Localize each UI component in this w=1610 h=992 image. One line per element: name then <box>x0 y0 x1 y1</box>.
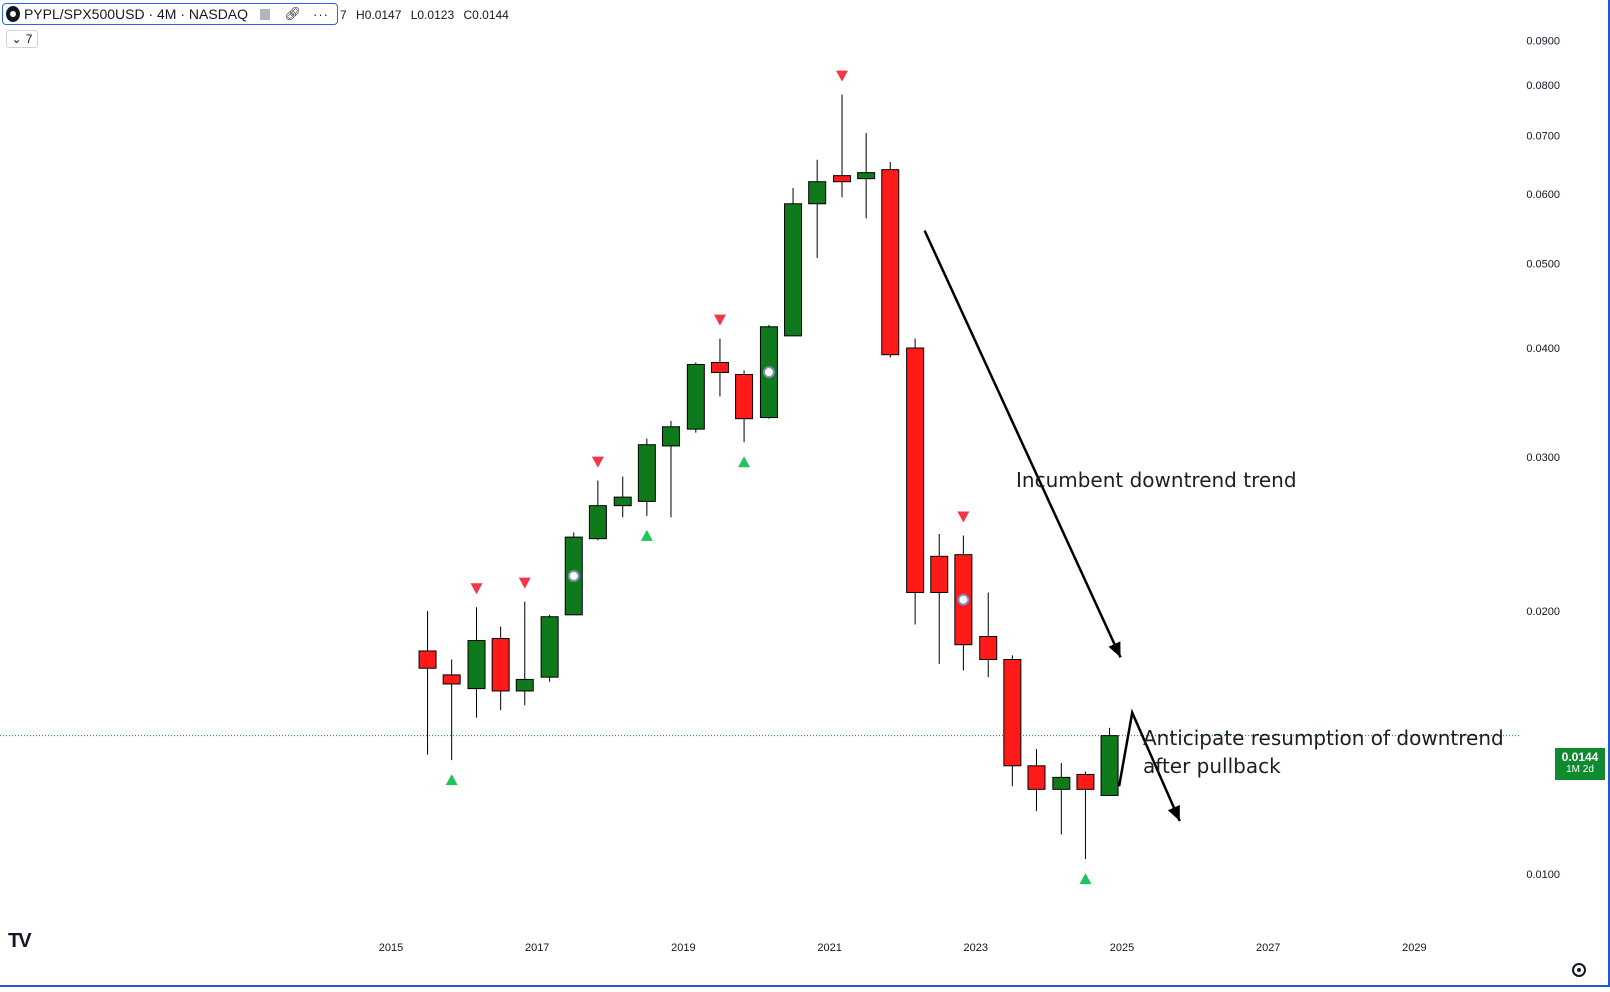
candle-body-down <box>979 636 998 661</box>
x-tick-label: 2027 <box>1256 942 1280 954</box>
last-price-value: 0.0144 <box>1561 750 1599 764</box>
fractal-up-marker <box>1079 873 1092 885</box>
ohlc-high: H0.0147 <box>356 8 402 22</box>
link-icon[interactable]: 🔗︎ <box>284 6 301 21</box>
fractal-down-marker <box>518 577 531 589</box>
candle-body-up <box>784 203 803 337</box>
candle-body-up <box>588 505 607 540</box>
candle-body-up <box>661 426 680 447</box>
x-tick-label: 2023 <box>964 942 988 954</box>
candle-body-up <box>686 363 705 430</box>
downtrend-arrow-line <box>923 230 1122 658</box>
x-tick-label: 2025 <box>1110 942 1134 954</box>
candle-body-down <box>418 650 437 669</box>
candle-body-up <box>467 640 486 690</box>
flag-icon[interactable] <box>260 8 271 20</box>
y-tick-label: 0.0100 <box>1526 869 1560 881</box>
x-tick-label: 2029 <box>1402 942 1426 954</box>
candle-body-up <box>808 181 827 205</box>
y-tick-label: 0.0900 <box>1526 35 1560 47</box>
x-tick-label: 2017 <box>525 942 549 954</box>
candle-body-up <box>857 172 876 180</box>
candle-body-up <box>1100 735 1119 796</box>
fractal-up-marker <box>445 774 458 786</box>
ohlc-low: L0.0123 <box>410 8 455 22</box>
candle-body-down <box>833 175 852 183</box>
ohlc-close: C0.0144 <box>463 8 509 22</box>
symbol-selector[interactable]: PYPL/SPX500USD · 4M · NASDAQ 🔗︎ ··· <box>2 3 338 25</box>
candle-body-down <box>491 638 510 692</box>
projection-path <box>1117 708 1181 822</box>
projection-arrow-head <box>1167 804 1180 821</box>
fractal-down-marker <box>470 583 483 595</box>
last-price-tag: 0.0144 1M 2d <box>1555 748 1605 780</box>
y-tick-label: 0.0200 <box>1526 606 1560 618</box>
y-tick-label: 0.0800 <box>1526 80 1560 92</box>
x-tick-label: 2021 <box>817 942 841 954</box>
settings-icon[interactable] <box>1572 963 1586 977</box>
candle-body-down <box>442 674 461 685</box>
candle-body-up <box>637 444 656 502</box>
more-icon[interactable]: ··· <box>313 6 329 22</box>
x-tick-label: 2019 <box>671 942 695 954</box>
fractal-up-marker <box>640 529 653 541</box>
candle-body-down <box>1076 773 1095 790</box>
symbol-title: PYPL/SPX500USD · 4M · NASDAQ <box>23 6 249 22</box>
ohlc-open: 7 <box>340 8 347 22</box>
tradingview-logo[interactable]: TV <box>8 930 32 952</box>
bar-countdown: 1M 2d <box>1566 764 1594 775</box>
fractal-down-marker <box>957 511 970 523</box>
downtrend-arrow-head <box>1108 641 1121 658</box>
x-tick-label: 2015 <box>379 942 403 954</box>
downtrend-annotation: Incumbent downtrend trend <box>1016 468 1297 492</box>
candle-body-down <box>881 169 900 356</box>
pullback-annotation-line2: after pullback <box>1143 754 1281 778</box>
event-marker <box>567 569 580 582</box>
fractal-up-marker <box>738 456 751 468</box>
y-tick-label: 0.0500 <box>1526 258 1560 270</box>
chevron-down-icon: ⌄ <box>11 32 22 46</box>
candle-body-down <box>1003 659 1022 767</box>
candle-body-up <box>540 616 559 678</box>
candle-body-down <box>906 347 925 593</box>
candle-body-up <box>1052 776 1071 790</box>
fractal-down-marker <box>591 456 604 468</box>
pullback-annotation-line1: Anticipate resumption of downtrend <box>1143 726 1504 750</box>
y-tick-label: 0.0400 <box>1526 343 1560 355</box>
event-marker <box>957 593 970 606</box>
candle-body-down <box>930 555 949 593</box>
fractal-down-marker <box>713 314 726 326</box>
frame-edge-bottom <box>0 985 1610 987</box>
candle-body-down <box>735 374 754 420</box>
candle-body-up <box>613 496 632 507</box>
frame-edge-right <box>1608 0 1610 987</box>
event-marker <box>762 366 775 379</box>
indicator-count: 7 <box>25 32 33 46</box>
indicator-toggle[interactable]: ⌄ 7 <box>6 30 38 48</box>
candle-body-down <box>1027 765 1046 790</box>
fractal-down-marker <box>836 70 849 82</box>
ohlc-readout: 7 H0.0147 L0.0123 C0.0144 <box>340 8 515 22</box>
symbol-logo-icon <box>6 6 20 22</box>
candle-body-up <box>515 678 534 692</box>
y-tick-label: 0.0300 <box>1526 452 1560 464</box>
candle-body-down <box>710 362 729 373</box>
y-tick-label: 0.0600 <box>1526 189 1560 201</box>
y-tick-label: 0.0700 <box>1526 131 1560 143</box>
